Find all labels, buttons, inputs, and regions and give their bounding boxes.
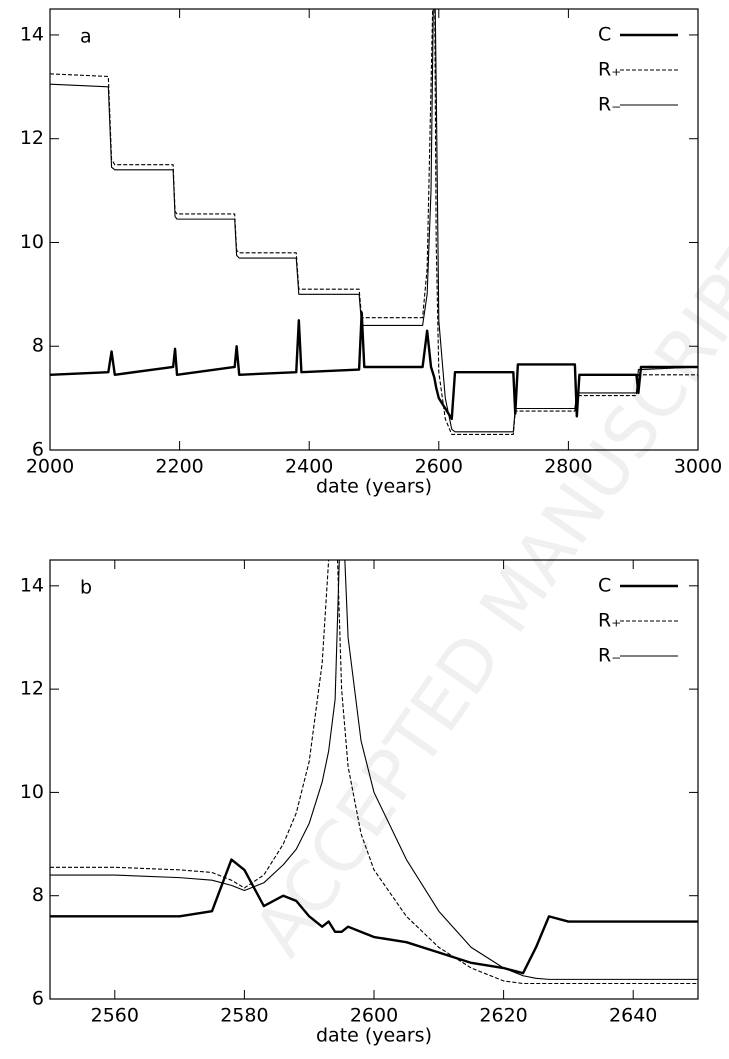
y-tick-label: 10 <box>20 781 44 803</box>
plot-frame <box>49 559 699 1000</box>
x-axis-label: date (years) <box>316 1025 432 1047</box>
legend-label: R₋ <box>598 645 621 667</box>
panel: 6 8 10 12 14 2000 2200 2400 2600 2800 3000 date (ye… <box>20 8 722 498</box>
x-tick-label: 2000 <box>26 456 74 478</box>
y-tick-label: 8 <box>32 884 44 906</box>
x-tick-label: 2600 <box>415 456 463 478</box>
panel-label: b <box>80 577 92 599</box>
x-tick-label: 2640 <box>609 1005 657 1027</box>
series-line <box>50 858 698 975</box>
plot-area <box>50 9 698 435</box>
legend-label: C <box>598 575 611 597</box>
series-line <box>50 311 698 421</box>
x-tick-label: 2800 <box>544 456 592 478</box>
legend-label: C <box>598 24 611 46</box>
legend-label: R₋ <box>598 94 621 116</box>
y-tick-label: 8 <box>32 335 44 357</box>
y-tick-label: 10 <box>20 231 44 253</box>
x-tick-label: 2580 <box>220 1005 268 1027</box>
plot-area <box>50 560 698 985</box>
y-tick-label: 12 <box>20 127 44 149</box>
x-tick-label: 2200 <box>155 456 203 478</box>
watermark: ACCEPTED MANUSCRIPT <box>238 224 729 970</box>
y-tick-label: 6 <box>32 988 44 1010</box>
y-tick-label: 6 <box>32 439 44 461</box>
legend-label: R₊ <box>598 610 621 632</box>
y-tick-label: 14 <box>20 23 44 45</box>
y-tick-label: 12 <box>20 678 44 700</box>
x-axis-label: date (years) <box>316 476 432 498</box>
series-line <box>50 9 698 433</box>
panel-label: a <box>80 26 92 48</box>
x-tick-label: 2400 <box>285 456 333 478</box>
x-tick-label: 2560 <box>91 1005 139 1027</box>
legend-label: R₊ <box>598 59 621 81</box>
series-line <box>50 560 698 985</box>
x-tick-label: 2620 <box>479 1005 527 1027</box>
panel: 6 8 10 12 14 2560 2580 2600 2620 2640 date (years)… <box>20 559 699 1047</box>
plot-frame <box>49 8 699 451</box>
x-tick-label: 3000 <box>674 456 722 478</box>
x-tick-label: 2600 <box>350 1005 398 1027</box>
y-tick-label: 14 <box>20 574 44 596</box>
series-line <box>50 560 698 980</box>
